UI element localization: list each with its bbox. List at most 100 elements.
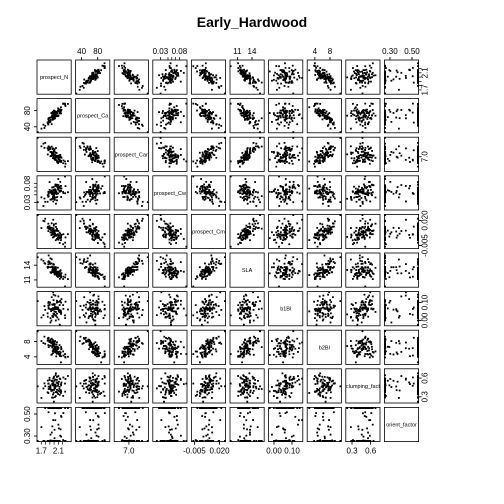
data-point xyxy=(361,262,364,265)
data-point xyxy=(366,156,368,159)
data-point xyxy=(358,229,360,231)
data-point xyxy=(244,151,247,154)
data-point xyxy=(129,75,132,78)
data-point xyxy=(355,76,358,79)
data-point xyxy=(42,259,45,262)
data-point xyxy=(52,235,55,238)
data-point xyxy=(198,74,201,77)
data-point xyxy=(199,192,202,195)
data-point xyxy=(130,111,133,113)
data-point xyxy=(327,266,330,269)
data-point xyxy=(244,183,247,186)
data-point xyxy=(36,131,39,134)
data-point xyxy=(357,231,360,234)
data-point xyxy=(283,269,285,272)
data-point xyxy=(123,109,126,111)
data-point xyxy=(240,231,243,234)
data-point xyxy=(212,268,214,271)
data-point xyxy=(356,108,359,111)
data-point xyxy=(251,148,254,151)
data-point xyxy=(81,262,84,265)
data-point xyxy=(96,70,99,73)
data-point xyxy=(367,158,369,160)
data-point xyxy=(103,66,106,69)
data-point xyxy=(196,276,199,279)
data-point xyxy=(368,229,371,232)
data-point xyxy=(172,154,175,157)
data-point xyxy=(301,200,304,203)
data-point xyxy=(58,189,61,192)
data-point xyxy=(247,158,249,161)
data-point xyxy=(155,86,158,89)
data-point xyxy=(54,222,57,225)
data-point xyxy=(133,75,135,78)
data-point xyxy=(52,229,55,231)
data-point xyxy=(237,102,240,105)
data-point xyxy=(319,242,321,244)
data-point xyxy=(397,88,400,91)
data-point xyxy=(133,194,136,197)
data-point xyxy=(255,120,257,122)
data-point xyxy=(255,226,257,229)
data-point xyxy=(326,85,329,87)
data-point xyxy=(42,205,45,207)
data-point xyxy=(94,266,97,269)
data-point xyxy=(131,229,134,232)
data-point xyxy=(174,117,177,120)
data-point xyxy=(164,236,167,239)
data-point xyxy=(246,151,249,154)
data-point xyxy=(207,273,210,276)
data-point xyxy=(350,153,353,155)
data-point xyxy=(408,272,411,275)
data-point xyxy=(367,258,369,261)
data-point xyxy=(308,187,311,190)
data-point xyxy=(205,154,208,157)
data-point xyxy=(363,270,365,273)
data-point xyxy=(58,274,61,276)
data-point xyxy=(364,186,367,189)
data-point xyxy=(292,232,295,235)
data-point xyxy=(395,230,398,233)
data-point xyxy=(392,226,395,229)
data-point xyxy=(118,192,120,195)
data-point xyxy=(224,131,226,134)
data-point xyxy=(215,266,218,269)
data-point xyxy=(175,242,177,244)
data-point xyxy=(285,116,287,119)
data-point xyxy=(355,115,358,118)
data-point xyxy=(98,237,100,239)
data-point xyxy=(272,78,275,81)
data-point xyxy=(350,151,352,154)
data-point xyxy=(314,161,317,163)
data-point xyxy=(323,75,326,78)
data-point xyxy=(238,185,241,187)
data-point xyxy=(281,185,283,188)
data-point xyxy=(367,261,370,263)
data-point xyxy=(57,230,60,232)
data-point xyxy=(321,108,324,111)
data-point xyxy=(411,75,414,78)
data-point xyxy=(285,158,287,160)
data-point xyxy=(363,158,366,161)
data-point xyxy=(325,148,328,151)
data-point xyxy=(271,151,273,153)
data-point xyxy=(316,238,319,240)
data-point xyxy=(284,114,287,117)
data-point xyxy=(59,155,62,158)
data-point xyxy=(253,197,255,200)
panel-1-0 xyxy=(36,98,72,134)
data-point xyxy=(211,82,214,85)
data-point xyxy=(162,157,164,160)
data-point xyxy=(329,232,332,235)
data-point xyxy=(326,73,328,76)
data-point xyxy=(283,234,286,237)
data-point xyxy=(171,274,173,276)
data-point xyxy=(358,119,361,122)
data-point xyxy=(247,191,250,193)
data-point xyxy=(281,266,284,269)
data-point xyxy=(395,155,398,158)
data-point xyxy=(137,188,139,191)
data-point xyxy=(180,269,182,272)
data-point xyxy=(366,118,369,120)
data-point xyxy=(290,116,293,119)
